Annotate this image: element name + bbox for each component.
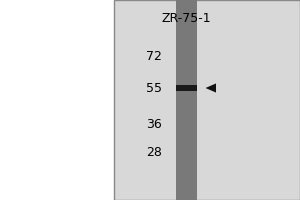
Text: ZR-75-1: ZR-75-1 [161,12,211,25]
Polygon shape [206,83,216,93]
Text: 72: 72 [146,49,162,62]
Bar [114,0,300,200]
Text: 36: 36 [146,117,162,130]
Text: 28: 28 [146,146,162,158]
Bar [176,85,197,91]
Text: 55: 55 [146,82,162,95]
